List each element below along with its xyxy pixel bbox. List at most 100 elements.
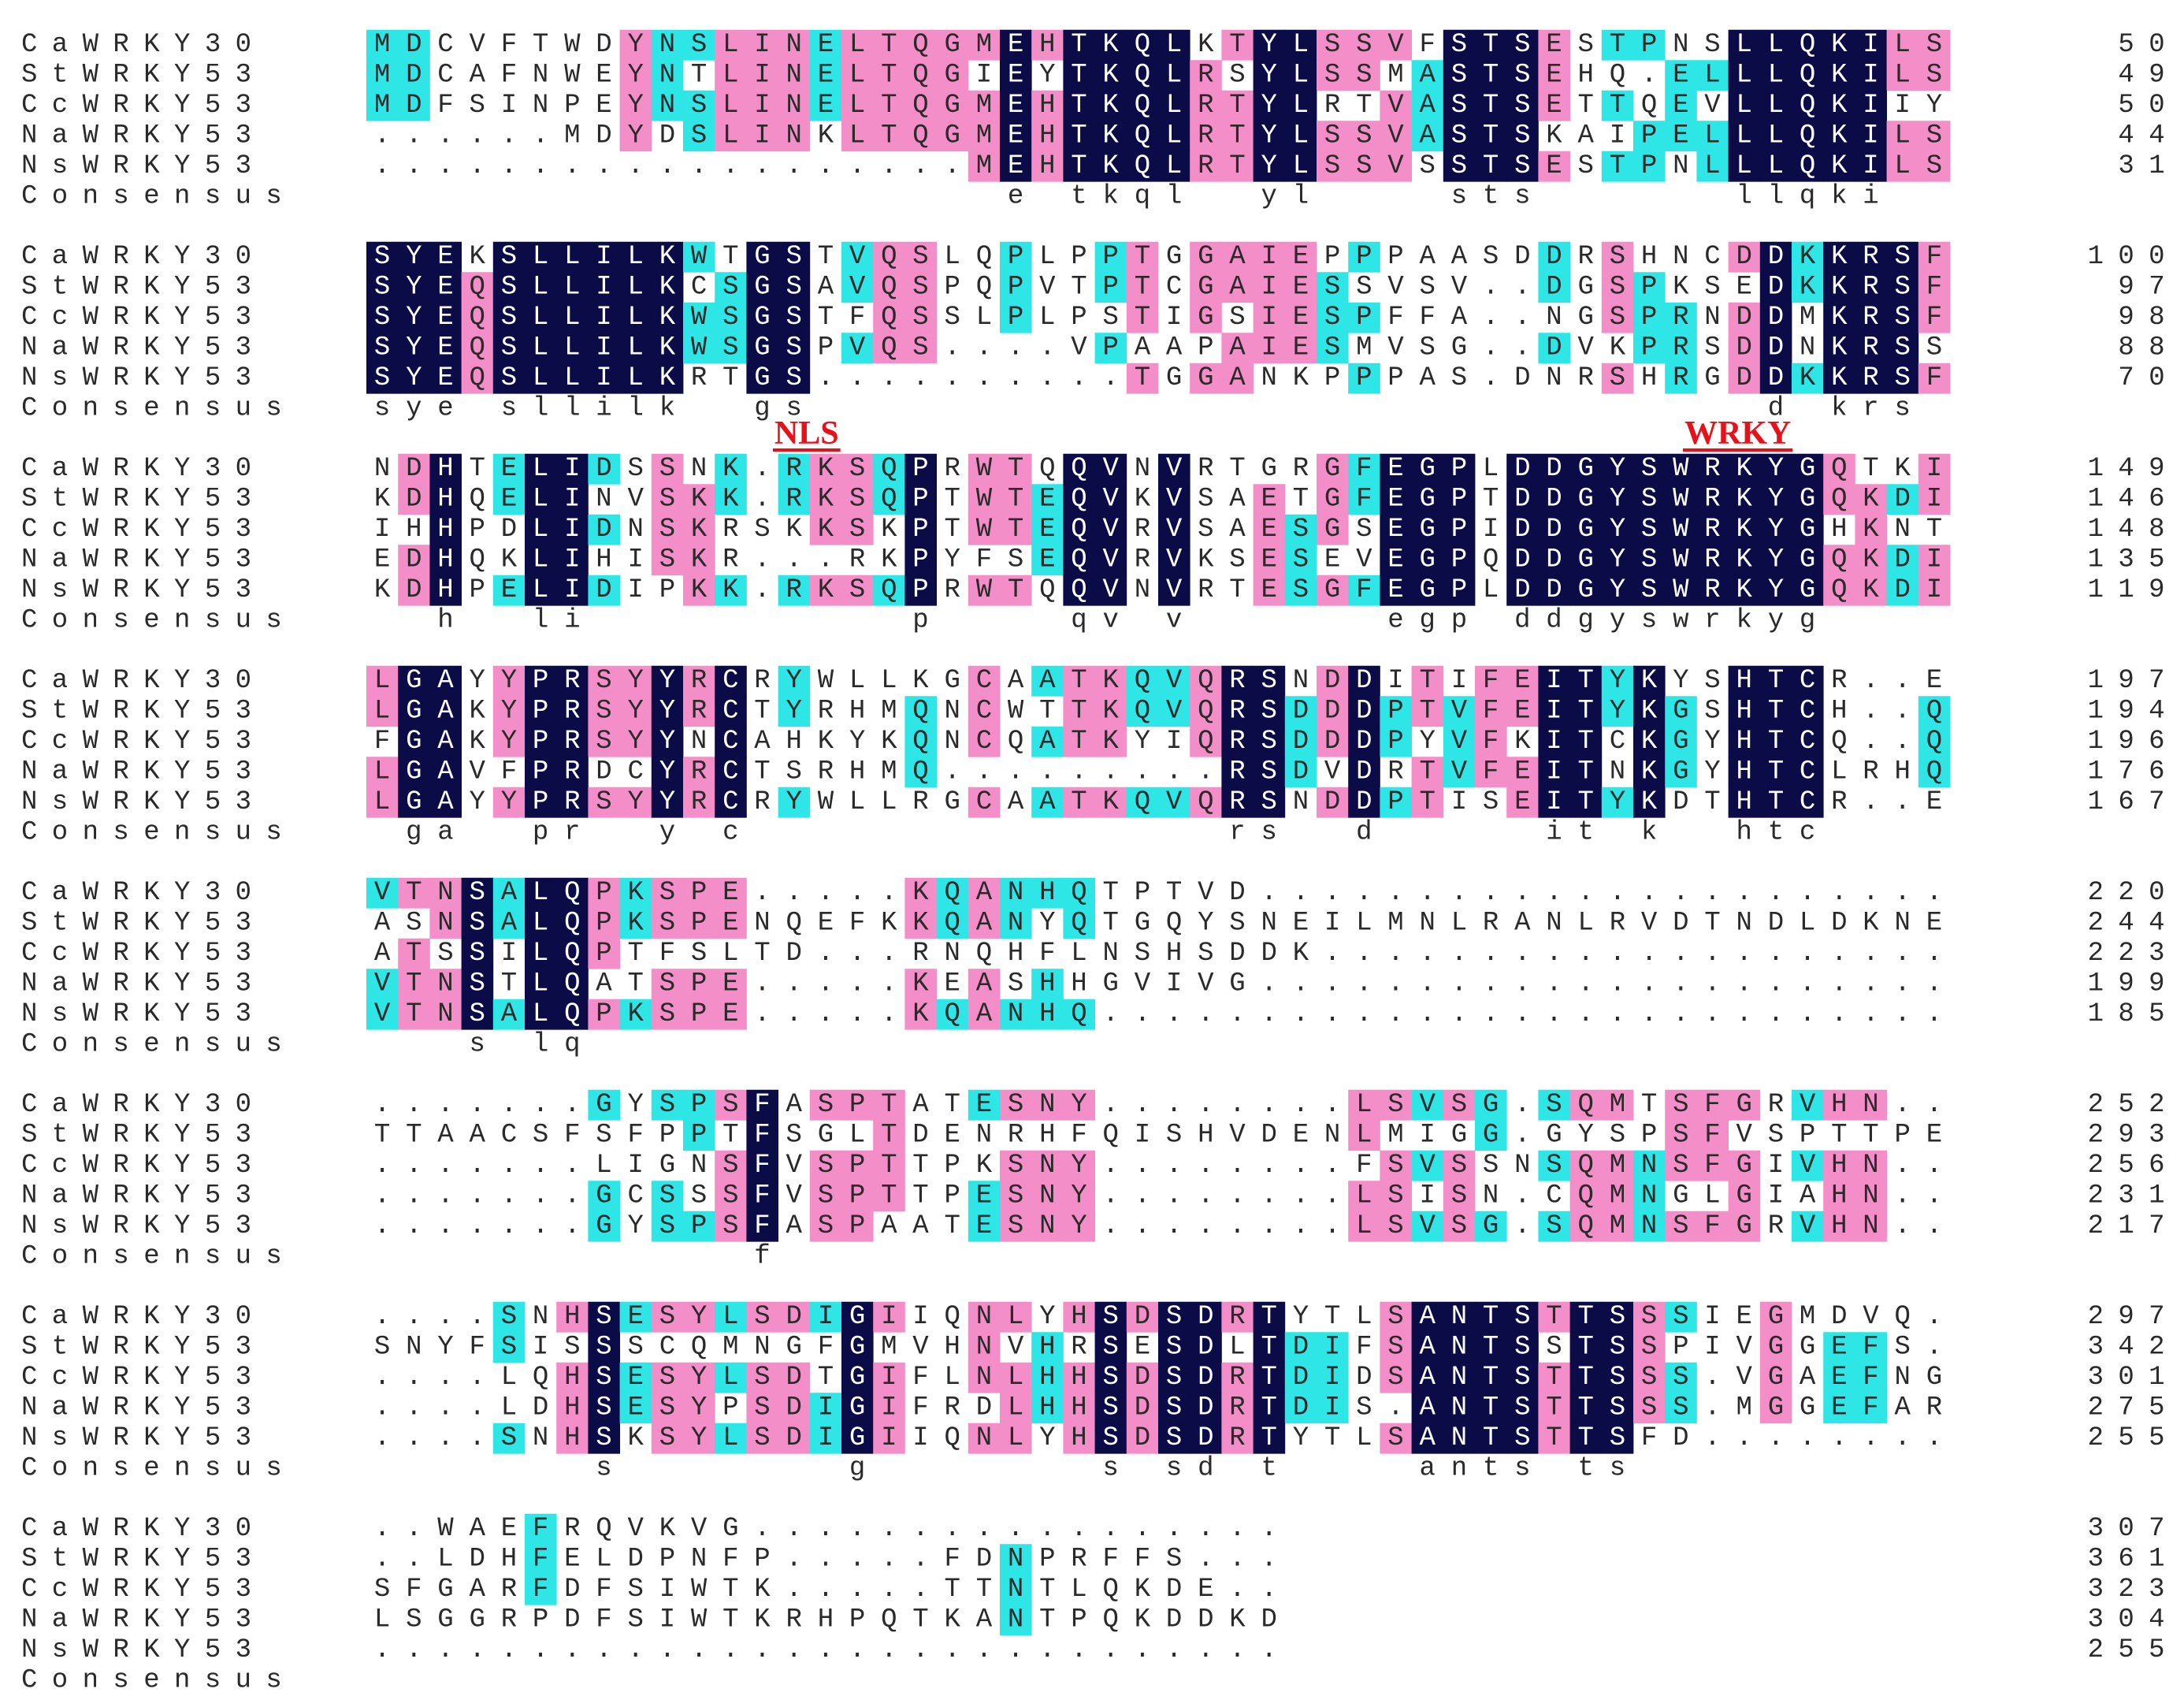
residue: S bbox=[1166, 1545, 1182, 1575]
sequence-name: CcWRKY53 bbox=[21, 1575, 266, 1605]
residue-shade bbox=[1284, 151, 1317, 182]
residue-shade bbox=[746, 60, 778, 91]
residue-shade bbox=[1792, 151, 1824, 182]
residue-shade bbox=[1855, 272, 1887, 303]
residue: D bbox=[406, 485, 422, 515]
residue: E bbox=[627, 1363, 643, 1393]
residue-shade bbox=[1126, 363, 1159, 394]
residue: L bbox=[849, 61, 865, 91]
residue-shade bbox=[1475, 60, 1507, 91]
residue: Q bbox=[533, 1363, 548, 1393]
residue: L bbox=[627, 333, 643, 363]
residue: S bbox=[659, 515, 675, 545]
residue bbox=[881, 818, 897, 848]
sequence-name: NaWRKY53 bbox=[21, 757, 266, 787]
residue: N bbox=[1863, 1211, 1878, 1241]
residue: K bbox=[1293, 363, 1309, 393]
gap: . bbox=[1736, 999, 1751, 1029]
residue: R bbox=[1293, 454, 1309, 484]
residue: Y bbox=[627, 30, 643, 60]
residue: R bbox=[1863, 363, 1878, 393]
residue-shade bbox=[1126, 241, 1159, 273]
residue-shade bbox=[588, 241, 620, 273]
residue: L bbox=[533, 242, 548, 272]
residue: W bbox=[818, 666, 834, 696]
residue-shade bbox=[366, 272, 399, 303]
residue-shade bbox=[1190, 363, 1222, 394]
residue: G bbox=[406, 787, 422, 817]
residue: T bbox=[374, 1121, 390, 1151]
residue: q bbox=[1135, 182, 1150, 212]
residue: y bbox=[406, 394, 422, 424]
residue: S bbox=[1387, 1151, 1403, 1181]
residue-shade bbox=[1443, 90, 1476, 121]
residue-shade bbox=[1728, 29, 1761, 61]
residue: W bbox=[976, 575, 993, 605]
residue: R bbox=[1673, 333, 1688, 363]
residue: S bbox=[1356, 121, 1372, 151]
gap: . bbox=[406, 1545, 422, 1575]
residue: D bbox=[1768, 273, 1784, 303]
residue: S bbox=[1166, 1393, 1182, 1423]
residue: I bbox=[596, 273, 611, 303]
residue-shade bbox=[1728, 121, 1761, 152]
residue: I bbox=[659, 1605, 675, 1635]
residue bbox=[564, 182, 580, 212]
residue-shade bbox=[429, 302, 462, 333]
residue: V bbox=[1229, 1121, 1246, 1151]
residue bbox=[881, 394, 897, 424]
residue: T bbox=[1768, 757, 1784, 787]
gap: . bbox=[912, 151, 928, 181]
residue: F bbox=[1926, 363, 1942, 393]
residue: I bbox=[912, 1423, 928, 1453]
residue: S bbox=[849, 515, 865, 545]
residue: G bbox=[1577, 515, 1593, 545]
residue: S bbox=[659, 999, 675, 1029]
gap: . bbox=[1768, 969, 1784, 999]
residue: S bbox=[1926, 151, 1942, 181]
residue: W bbox=[691, 1605, 708, 1635]
residue bbox=[1356, 606, 1372, 636]
gap: . bbox=[1261, 1151, 1276, 1181]
residue: F bbox=[944, 1545, 960, 1575]
residue: S bbox=[469, 909, 485, 939]
residue-shade bbox=[492, 333, 526, 364]
residue-shade bbox=[1823, 121, 1855, 152]
residue-shade bbox=[1728, 90, 1761, 121]
residue-shade bbox=[651, 333, 684, 364]
residue-shade bbox=[525, 302, 557, 333]
residue-shade bbox=[429, 272, 462, 303]
gap: . bbox=[1483, 303, 1499, 333]
residue: H bbox=[1736, 787, 1751, 817]
residue: R bbox=[1229, 757, 1245, 787]
residue: A bbox=[1039, 787, 1056, 817]
residue: I bbox=[627, 1151, 643, 1181]
residue: I bbox=[1546, 757, 1562, 787]
residue: P bbox=[1451, 515, 1467, 545]
residue: T bbox=[1546, 1423, 1562, 1453]
residue: Q bbox=[976, 273, 992, 303]
residue: W bbox=[976, 515, 993, 545]
residue: N bbox=[1324, 1121, 1340, 1151]
residue: L bbox=[1704, 1181, 1720, 1211]
gap: . bbox=[1736, 1423, 1751, 1453]
sequence-name: NaWRKY53 bbox=[21, 545, 266, 575]
residue: R bbox=[1229, 1423, 1245, 1453]
residue: Y bbox=[627, 91, 643, 121]
residue: T bbox=[533, 30, 548, 60]
residue-shade bbox=[1126, 90, 1159, 121]
gap: . bbox=[374, 1393, 390, 1423]
residue-shade bbox=[1063, 29, 1095, 61]
residue: N bbox=[1293, 666, 1309, 696]
residue: G bbox=[469, 1605, 485, 1635]
residue bbox=[437, 1454, 453, 1484]
sequence-name: StWRKY53 bbox=[21, 909, 266, 939]
residue-shade bbox=[1317, 302, 1349, 333]
residue: S bbox=[1356, 61, 1372, 91]
residue: N bbox=[1863, 1090, 1878, 1120]
residue: Q bbox=[596, 1514, 611, 1544]
residue: T bbox=[1135, 303, 1150, 333]
residue: R bbox=[944, 454, 960, 484]
residue: T bbox=[1577, 1393, 1593, 1423]
residue: d bbox=[1198, 1454, 1213, 1484]
